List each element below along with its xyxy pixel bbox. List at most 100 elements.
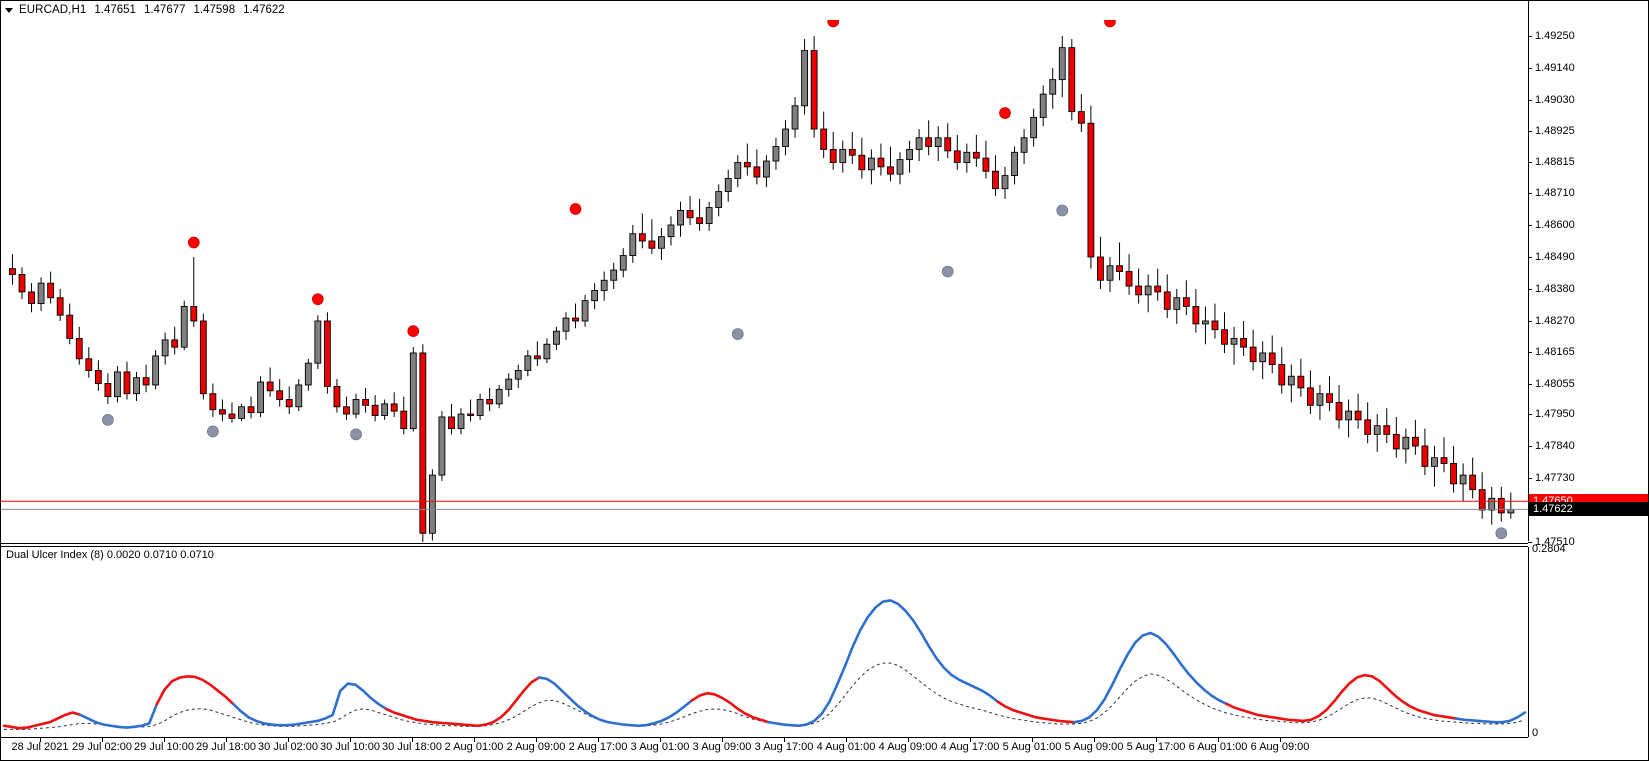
price-tick-label: 1.47840	[1535, 440, 1575, 453]
chart-header: EURCAD,H1 1.47651 1.47677 1.47598 1.4762…	[0, 0, 1649, 20]
time-tick	[102, 738, 103, 742]
time-axis-label: 30 Jul 10:00	[320, 741, 380, 753]
price-tick-label: 1.48710	[1535, 187, 1575, 200]
indicator-main-line-down	[155, 675, 235, 706]
time-axis-label: 5 Aug 17:00	[1126, 741, 1186, 753]
time-axis-label: 30 Jul 18:00	[382, 741, 442, 753]
time-axis-label: 29 Jul 10:00	[134, 741, 194, 753]
price-tick-label: 1.48600	[1535, 219, 1575, 232]
price-tick	[1528, 351, 1532, 353]
price-axis-line	[1528, 1, 1529, 541]
indicator-main-line-up	[232, 682, 388, 727]
time-axis-label: 29 Jul 02:00	[72, 741, 132, 753]
time-axis-label: 29 Jul 18:00	[196, 741, 256, 753]
triangle-down-icon[interactable]	[5, 8, 13, 13]
indicator-main-line-up	[1072, 631, 1229, 724]
time-axis-label: 5 Aug 09:00	[1064, 741, 1124, 753]
indicator-title: Dual Ulcer Index (8) 0.0020 0.0710 0.071…	[6, 549, 214, 561]
price-tick	[1528, 414, 1532, 416]
price-tick	[1528, 225, 1532, 227]
price-tick-label: 1.47510	[1535, 536, 1575, 548]
time-tick	[350, 738, 351, 742]
indicator-axis-line	[1528, 547, 1529, 737]
time-tick	[970, 738, 971, 742]
time-axis-label: 3 Aug 09:00	[692, 741, 752, 753]
time-tick	[474, 738, 475, 742]
time-axis-label: 2 Aug 09:00	[506, 741, 566, 753]
time-tick	[1032, 738, 1033, 742]
ask-price-tag: 1.47622	[1529, 502, 1648, 517]
price-tick	[1528, 130, 1532, 132]
price-tick-label: 1.47730	[1535, 472, 1575, 485]
price-tick-label: 1.48490	[1535, 251, 1575, 263]
time-tick	[1094, 738, 1095, 742]
price-tick-label: 1.48165	[1535, 345, 1575, 358]
price-tick-label: 1.47950	[1535, 408, 1575, 421]
time-tick	[784, 738, 785, 742]
time-axis[interactable]: 28 Jul 2021 29 Jul 02:00 29 Jul 10:00 29 Ju…	[0, 738, 1649, 760]
price-tick	[1528, 162, 1532, 164]
price-chart-pane[interactable]	[1, 20, 1528, 542]
buy-signal-markers	[102, 204, 1508, 540]
price-tick	[1528, 67, 1532, 69]
price-tick	[1528, 193, 1532, 195]
price-tick	[1528, 383, 1532, 385]
indicator-axis[interactable]: 0.2804 0	[1528, 543, 1648, 739]
time-axis-label: 6 Aug 01:00	[1188, 741, 1248, 753]
price-tick-label: 1.48815	[1535, 156, 1575, 169]
indicator-bottom-border	[1, 737, 1528, 738]
time-tick	[722, 738, 723, 742]
time-axis-label: 4 Aug 01:00	[816, 741, 876, 753]
price-tick-label: 1.49250	[1535, 29, 1575, 42]
indicator-axis-min-label: 0	[1532, 727, 1539, 739]
symbol-timeframe-label: EURCAD,H1	[19, 4, 87, 16]
indicator-main-line-up	[537, 676, 694, 728]
price-tick-label: 1.48270	[1535, 314, 1575, 327]
indicator-main-line-down	[1225, 673, 1458, 723]
price-tick-label: 1.48925	[1535, 124, 1575, 137]
indicator-main-line-down	[2, 711, 82, 730]
candlestick-canvas	[1, 20, 1528, 542]
time-tick	[412, 738, 413, 742]
price-tick	[1528, 446, 1532, 448]
time-tick	[226, 738, 227, 742]
time-tick	[660, 738, 661, 742]
time-tick	[1218, 738, 1219, 742]
indicator-main-line-down	[690, 691, 770, 724]
price-tick	[1528, 257, 1532, 258]
time-tick	[288, 738, 289, 742]
ohlc-open: 1.47651	[94, 4, 136, 16]
pane-separator	[1, 543, 1528, 547]
time-tick	[164, 738, 165, 742]
indicator-pane[interactable]: Dual Ulcer Index (8) 0.0020 0.0710 0.071…	[1, 548, 1528, 737]
price-tick-label: 1.48055	[1535, 377, 1575, 390]
time-axis-label: 2 Aug 17:00	[568, 741, 628, 753]
ohlc-high: 1.47677	[143, 4, 186, 16]
price-tick-label: 1.48380	[1535, 282, 1575, 295]
time-tick	[1280, 738, 1281, 742]
indicator-axis-max-label: 0.2804	[1532, 543, 1566, 555]
time-axis-label: 3 Aug 17:00	[754, 741, 814, 753]
price-tick	[1528, 542, 1532, 543]
time-tick	[40, 738, 41, 742]
indicator-main-line-down	[384, 676, 541, 728]
time-tick	[908, 738, 909, 742]
indicator-main-line-up	[79, 702, 159, 729]
time-tick	[598, 738, 599, 742]
time-axis-label: 4 Aug 09:00	[878, 741, 938, 753]
time-tick	[1156, 738, 1157, 742]
time-tick	[536, 738, 537, 742]
price-tick	[1528, 99, 1532, 101]
time-axis-label: 28 Jul 2021	[11, 741, 69, 753]
price-axis[interactable]: 1.49250 1.49140 1.49030 1.48925 1.48815 1.487…	[1528, 1, 1648, 548]
indicator-main-line-down	[996, 700, 1076, 724]
price-tick-label: 1.49030	[1535, 93, 1575, 106]
time-axis-label: 6 Aug 09:00	[1250, 741, 1310, 753]
price-tick	[1528, 35, 1532, 37]
price-tick	[1528, 288, 1532, 290]
time-tick	[846, 738, 847, 742]
indicator-main-line-up	[1454, 711, 1527, 724]
indicator-canvas	[2, 599, 1527, 730]
price-tick	[1528, 478, 1532, 480]
